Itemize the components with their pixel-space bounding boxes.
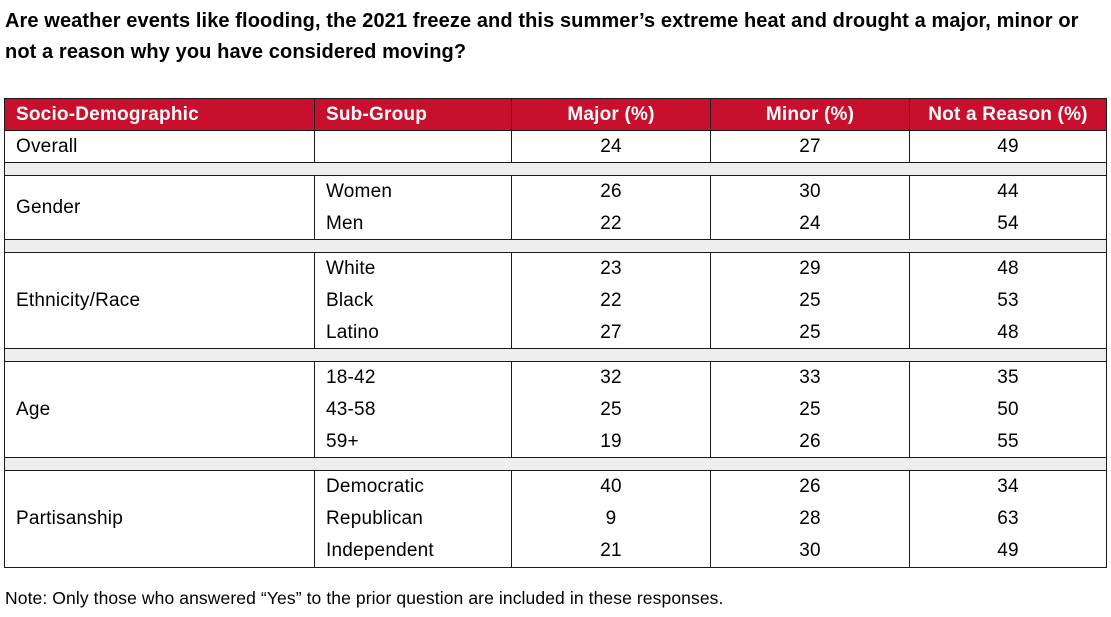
minor-value: 25 — [711, 285, 910, 317]
sub-group-label: Latino — [315, 317, 512, 349]
sub-group-label: Democratic — [315, 471, 512, 503]
major-value: 27 — [512, 317, 711, 349]
group-label-age: Age — [5, 362, 315, 458]
group-label-ethnicity-race: Ethnicity/Race — [5, 253, 315, 349]
not-a-reason-value: 48 — [997, 258, 1019, 279]
overall-sub-group — [315, 131, 512, 163]
not-a-reason-value: 48 — [910, 317, 1106, 349]
sub-group-label: Independent — [315, 535, 512, 567]
not-a-reason-value: 50 — [997, 399, 1019, 420]
not-a-reason-value: 49 — [997, 540, 1019, 561]
major-value: 22 — [512, 285, 711, 317]
major-value: 40 — [512, 471, 711, 503]
survey-table: Socio-Demographic Sub-Group Major (%) Mi… — [4, 98, 1107, 568]
header-socio-demographic: Socio-Demographic — [5, 99, 315, 131]
group-label-partisanship: Partisanship — [5, 471, 315, 567]
sub-group-label: Black — [315, 285, 512, 317]
sub-group-label: 18-42 — [315, 362, 512, 394]
major-value: 26 — [512, 176, 711, 208]
minor-value: 25 — [711, 317, 910, 349]
not-a-reason-value: 34 — [997, 476, 1019, 497]
minor-value: 28 — [711, 503, 910, 535]
minor-value: 26 — [711, 426, 910, 458]
major-value: 22 — [512, 208, 711, 240]
sub-group-label: 43-58 — [315, 394, 512, 426]
minor-value: 24 — [711, 208, 910, 240]
header-minor: Minor (%) — [711, 99, 910, 131]
not-a-reason-value: 55 — [910, 426, 1106, 458]
minor-value: 25 — [711, 394, 910, 426]
minor-value: 30 — [711, 176, 910, 208]
header-not-a-reason: Not a Reason (%) — [910, 99, 1106, 131]
header-sub-group: Sub-Group — [315, 99, 512, 131]
minor-value: 26 — [711, 471, 910, 503]
not-a-reason-value: 53 — [997, 290, 1019, 311]
minor-value: 30 — [711, 535, 910, 567]
group-separator — [5, 240, 1106, 253]
group-separator — [5, 349, 1106, 362]
sub-group-label: 59+ — [315, 426, 512, 458]
overall-label: Overall — [5, 131, 315, 163]
group-label-gender: Gender — [5, 176, 315, 240]
sub-group-label: Women — [315, 176, 512, 208]
sub-group-label: Republican — [315, 503, 512, 535]
major-value: 9 — [512, 503, 711, 535]
footnote: Note: Only those who answered “Yes” to t… — [5, 588, 724, 608]
overall-minor: 27 — [711, 131, 910, 163]
major-value: 19 — [512, 426, 711, 458]
major-value: 21 — [512, 535, 711, 567]
not-a-reason-value: 35 — [997, 367, 1019, 388]
major-value: 25 — [512, 394, 711, 426]
not-a-reason-value: 63 — [997, 508, 1019, 529]
group-separator — [5, 458, 1106, 471]
minor-value: 29 — [711, 253, 910, 285]
not-a-reason-value: 54 — [910, 208, 1106, 240]
sub-group-label: White — [315, 253, 512, 285]
sub-group-label: Men — [315, 208, 512, 240]
overall-not-a-reason: 49 — [910, 131, 1106, 163]
question-title: Are weather events like flooding, the 20… — [5, 10, 1079, 63]
minor-value: 33 — [711, 362, 910, 394]
header-major: Major (%) — [512, 99, 711, 131]
major-value: 23 — [512, 253, 711, 285]
group-separator — [5, 163, 1106, 176]
major-value: 32 — [512, 362, 711, 394]
not-a-reason-value: 44 — [997, 181, 1019, 202]
overall-major: 24 — [512, 131, 711, 163]
